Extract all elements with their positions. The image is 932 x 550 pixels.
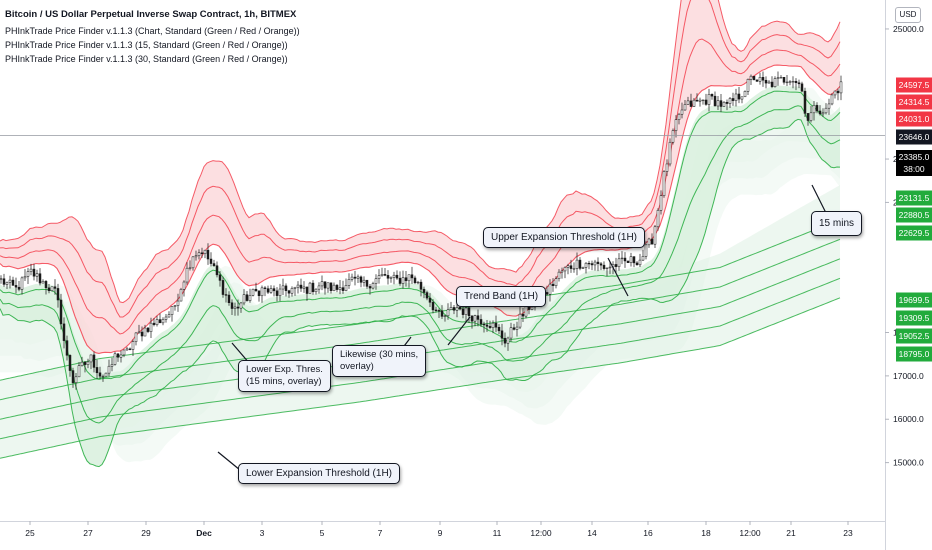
upper-band-price-tag — [896, 94, 932, 110]
lower-band-1h-price-tag — [896, 346, 932, 362]
lower-band-1h-price-tag-label: 19309.5 — [899, 313, 930, 323]
current-price-tag — [896, 150, 932, 176]
chart-title: Bitcoin / US Dollar Perpetual Inverse Sw… — [5, 9, 297, 20]
plot-area[interactable] — [0, 0, 885, 471]
time-axis-tick-label: 29 — [141, 528, 151, 538]
upper-band-price-tag — [896, 77, 932, 93]
lower-band-1h-price-tag-label: 19699.5 — [899, 295, 930, 305]
lower-band-1h-price-tag-label: 18795.0 — [899, 349, 930, 359]
time-axis[interactable]: 25 27 29 Dec 3 5 7 9 11 12:00 14 16 18 12:00 21 23 — [0, 521, 885, 538]
price-axis-tick-label: 17000.0 — [893, 371, 924, 381]
current-price-label: 23385.0 — [899, 152, 930, 162]
time-axis-tick-label: 18 — [701, 528, 711, 538]
lower-band-1h-price-tag-label: 19052.5 — [899, 331, 930, 341]
time-axis-tick-label: 12:00 — [530, 528, 552, 538]
time-axis-tick-label: 5 — [320, 528, 325, 538]
time-axis-tick-label: Dec — [196, 528, 212, 538]
time-axis-tick-label: 7 — [378, 528, 383, 538]
time-axis-tick-label: 23 — [843, 528, 853, 538]
indicator-legend-chart[interactable]: PHInkTrade Price Finder v.1.1.3 (Chart, … — [5, 26, 300, 36]
time-axis-tick-label: 25 — [25, 528, 35, 538]
lower-band-1h-price-tag — [896, 310, 932, 326]
time-axis-tick-label: 9 — [438, 528, 443, 538]
indicator-legend-30[interactable]: PHInkTrade Price Finder v.1.1.3 (30, Sta… — [5, 54, 288, 64]
callout-trend-band: Trend Band (1H) — [456, 286, 547, 307]
price-axis-tick-label: 16000.0 — [893, 414, 924, 424]
lower-band-1h-price-tag — [896, 328, 932, 344]
callout-likewise: Likewise (30 mins, overlay) — [332, 345, 427, 377]
candlesticks — [0, 71, 843, 390]
time-axis-tick-label: 16 — [643, 528, 653, 538]
price-tags: 24597.5 24314.5 24031.0 23646.0 23385.0 38:00… — [896, 77, 932, 362]
lower-band-15m-price-tag-label: 22629.5 — [899, 228, 930, 238]
callout-lower-expansion-threshold: Lower Expansion Threshold (1H) — [238, 463, 401, 484]
time-axis-tick-label: 3 — [260, 528, 265, 538]
upper-band-price-tag — [896, 111, 932, 127]
price-axis-tick-label: 25000.0 — [893, 24, 924, 34]
lower-band-1h-price-tag — [896, 292, 932, 308]
currency-button[interactable]: USD — [895, 7, 921, 23]
price-axis-tick-label: 15000.0 — [893, 458, 924, 468]
countdown-label: 38:00 — [903, 164, 925, 174]
lower-band-15m-price-tag-label: 22880.5 — [899, 210, 930, 220]
upper-band-price-tag-label: 24031.0 — [899, 114, 930, 124]
trend-band-lines — [0, 0, 841, 468]
time-axis-tick-label: 11 — [493, 528, 502, 538]
lower-band-15m-price-tag — [896, 225, 932, 241]
time-axis-tick-label: 12:00 — [739, 528, 761, 538]
lower-band-15m-price-tag-label: 23131.5 — [899, 193, 930, 203]
crosshair-price-tag — [896, 129, 932, 145]
time-axis-tick-label: 14 — [587, 528, 597, 538]
time-axis-tick-label: 27 — [83, 528, 93, 538]
lower-band-15m-price-tag — [896, 207, 932, 223]
time-axis-tick-label: 21 — [786, 528, 796, 538]
callout-15-mins: 15 mins — [811, 211, 863, 236]
indicator-legend-15[interactable]: PHInkTrade Price Finder v.1.1.3 (15, Sta… — [5, 40, 288, 50]
upper-band-price-tag-label: 24597.5 — [899, 80, 930, 90]
callout-lower-exp-thres: Lower Exp. Thres. (15 mins, overlay) — [238, 360, 331, 392]
lower-band-15m-price-tag — [896, 190, 932, 206]
upper-band-price-tag-label: 24314.5 — [899, 97, 930, 107]
crosshair-price-tag-label: 23646.0 — [899, 132, 930, 142]
callout-upper-expansion-threshold: Upper Expansion Threshold (1H) — [483, 227, 646, 248]
